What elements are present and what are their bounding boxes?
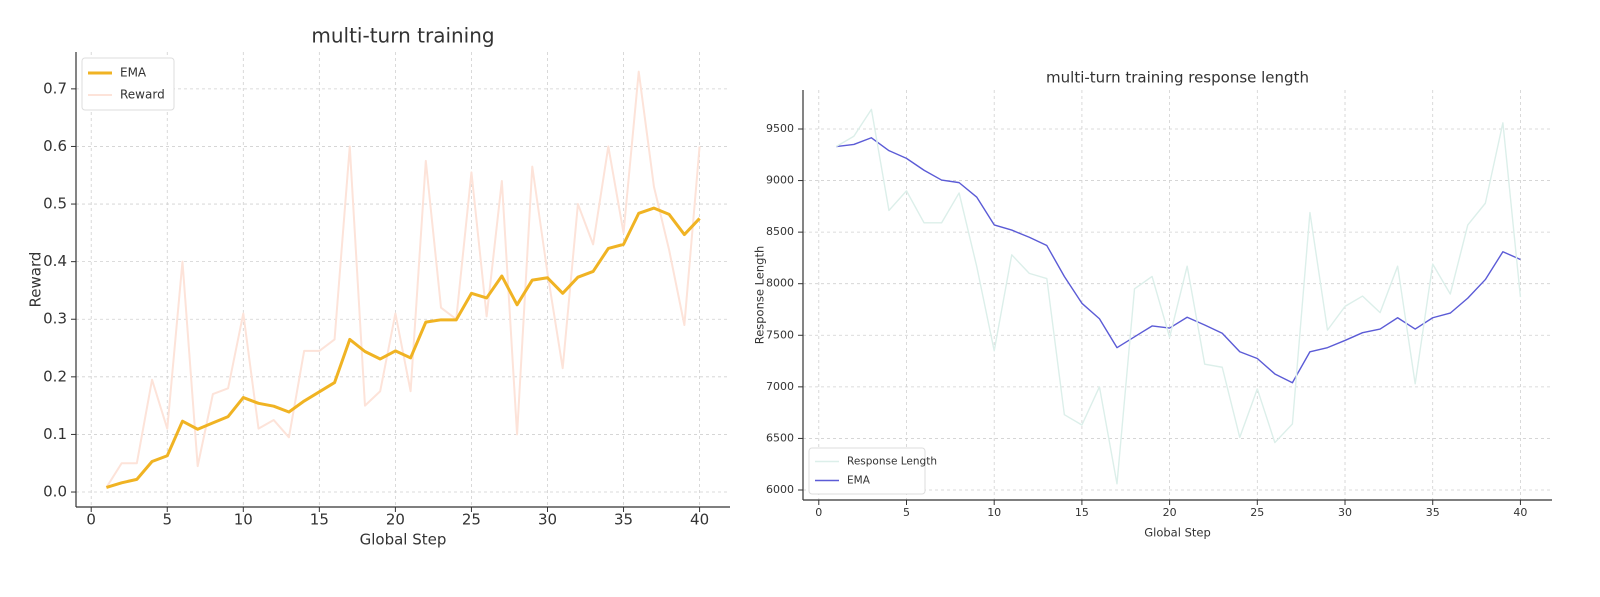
chart-title: multi-turn training response length [1046,69,1309,87]
y-axis-label: Response Length [753,246,767,345]
chart-title: multi-turn training [311,24,494,48]
x-tick-label: 20 [386,511,405,529]
legend-label: EMA [120,66,147,80]
x-tick-label: 5 [162,511,172,529]
x-tick-label: 15 [310,511,329,529]
x-tick-label: 40 [690,511,709,529]
y-axis-label: Reward [27,252,45,308]
x-tick-label: 30 [1338,506,1352,519]
x-tick-label: 25 [1250,506,1264,519]
x-tick-label: 20 [1163,506,1177,519]
y-tick-label: 8000 [766,277,794,290]
x-tick-label: 40 [1513,506,1527,519]
x-tick-label: 10 [987,506,1001,519]
y-tick-label: 8500 [766,225,794,238]
series-line [105,70,701,488]
x-tick-label: 0 [86,511,96,529]
y-tick-label: 9500 [766,122,794,135]
series-line [836,137,1521,384]
y-tick-label: 0.2 [43,367,67,385]
y-tick-label: 0.6 [43,137,67,155]
y-tick-label: 0.7 [43,79,67,97]
y-tick-label: 0.5 [43,195,67,213]
x-axis-label: Global Step [1144,526,1211,540]
series-line [835,108,1522,485]
x-tick-label: 35 [614,511,633,529]
y-tick-label: 0.4 [43,252,67,270]
x-tick-label: 35 [1426,506,1440,519]
x-tick-label: 10 [234,511,253,529]
legend-label: Response Length [847,456,937,468]
legend-box [808,447,926,495]
y-tick-label: 0.3 [43,310,67,328]
y-tick-label: 6500 [766,431,794,444]
legend-label: EMA [847,475,871,487]
y-tick-label: 0.0 [43,483,67,501]
y-tick-label: 0.1 [43,425,67,443]
x-tick-label: 5 [903,506,910,519]
x-tick-label: 25 [462,511,481,529]
series-line [105,206,701,489]
y-tick-label: 9000 [766,174,794,187]
y-tick-label: 7500 [766,328,794,341]
y-tick-label: 6000 [766,483,794,496]
y-tick-label: 7000 [766,380,794,393]
x-tick-label: 30 [538,511,557,529]
legend-box [81,57,175,111]
legend-label: Reward [120,88,165,102]
x-tick-label: 15 [1075,506,1089,519]
x-axis-label: Global Step [360,531,447,549]
x-tick-label: 0 [815,506,822,519]
